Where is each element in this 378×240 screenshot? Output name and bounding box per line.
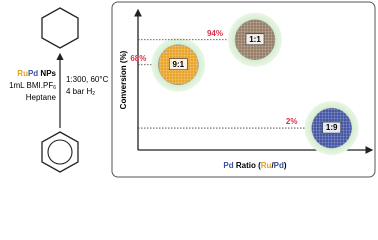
x-label-slash: / (271, 161, 274, 170)
ratio-label: 1:9 (326, 123, 338, 132)
x-label-ratio: Ratio ( (234, 161, 261, 170)
solvent: Heptane (26, 93, 57, 102)
pressure-main: 4 bar H (66, 87, 92, 96)
data-label: 94% (207, 29, 223, 38)
benzene-ring (47, 139, 73, 165)
x-label-pd: Pd (223, 161, 233, 170)
figure: RuPd NPs 1mL BMI.PF6 Heptane 1:300, 60°C… (9, 1, 376, 178)
pressure: 4 bar H2 (66, 87, 95, 97)
data-label: 2% (286, 117, 298, 126)
ratio-box (322, 121, 341, 134)
x-label-ru: Ru (261, 161, 272, 170)
pressure-sub: 2 (92, 91, 95, 97)
ionic-liquid-sub: 6 (53, 85, 56, 91)
ratio-label: 1:1 (249, 35, 261, 44)
ionic-liquid: 1mL BMI.PF6 (9, 81, 56, 91)
ratio-box (245, 33, 265, 46)
ionic-liquid-main: 1mL BMI.PF (9, 81, 53, 90)
catalyst: RuPd NPs (17, 69, 56, 78)
cyclohexane (41, 7, 79, 49)
catalyst-pd: Pd (28, 69, 38, 78)
data-label: 68% (130, 54, 146, 63)
benzene (41, 131, 79, 173)
x-label-close: ) (284, 161, 287, 170)
conditions: 1:300, 60°C (66, 75, 109, 84)
catalyst-ru: Ru (17, 69, 28, 78)
y-axis-label: Conversion (%) (119, 50, 128, 109)
catalyst-nps: NPs (38, 69, 56, 78)
x-label-pd2: Pd (274, 161, 284, 170)
x-axis-label: Pd Ratio (Ru/Pd) (223, 161, 286, 170)
ratio-label: 9:1 (173, 60, 185, 69)
ratio-box (169, 58, 188, 71)
reaction-scheme: RuPd NPs 1mL BMI.PF6 Heptane 1:300, 60°C… (9, 7, 109, 173)
chart-frame (111, 1, 376, 178)
